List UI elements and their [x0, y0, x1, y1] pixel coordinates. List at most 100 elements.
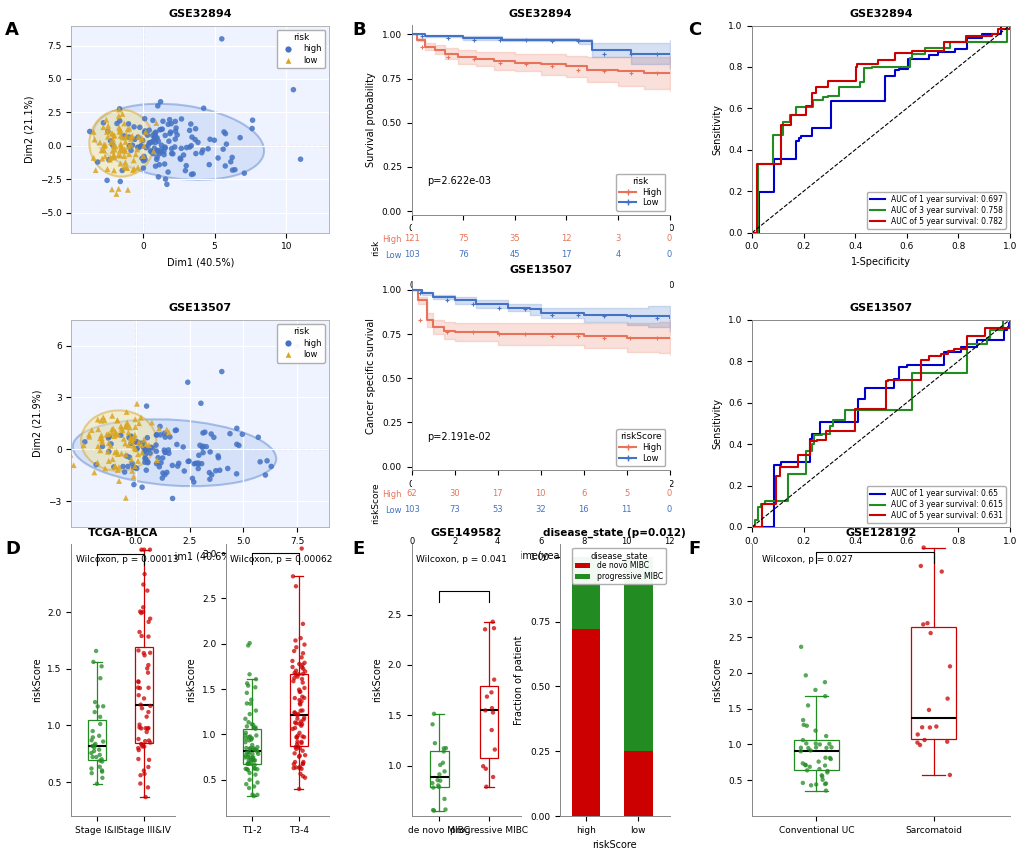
Point: [927, 720, 944, 734]
Point: [102, 153, 118, 167]
Point: [115, 129, 131, 143]
Point: [137, 124, 153, 138]
Point: [141, 722, 157, 735]
Point: [136, 162, 152, 175]
Point: [128, 434, 145, 448]
Point: [149, 150, 165, 164]
Point: [247, 758, 263, 772]
Point: [118, 449, 135, 462]
Point: [257, 468, 273, 482]
Point: [130, 741, 147, 755]
Point: [286, 716, 303, 729]
Point: [208, 464, 224, 478]
Point: [242, 667, 258, 681]
Point: [136, 578, 152, 592]
Text: 30: 30: [449, 490, 460, 498]
Point: [106, 150, 122, 164]
Point: [86, 151, 102, 165]
Point: [95, 121, 111, 134]
Point: [151, 460, 167, 473]
Title: GSE32894: GSE32894: [168, 9, 232, 20]
Point: [151, 422, 167, 435]
Point: [140, 722, 156, 735]
Text: 11: 11: [621, 505, 631, 514]
Text: Wilcoxon, p = 0.00062: Wilcoxon, p = 0.00062: [230, 555, 332, 564]
Point: [243, 733, 259, 746]
Text: 6: 6: [580, 490, 586, 498]
Point: [103, 437, 119, 451]
Point: [206, 133, 222, 147]
Text: 0: 0: [666, 250, 672, 258]
Point: [293, 694, 310, 708]
Point: [92, 136, 108, 150]
Point: [224, 150, 240, 164]
Point: [152, 123, 168, 137]
Point: [138, 141, 154, 155]
Point: [149, 144, 165, 158]
Point: [155, 115, 171, 128]
Point: [104, 409, 120, 422]
Point: [104, 127, 120, 140]
Text: 10: 10: [535, 490, 545, 498]
Point: [168, 122, 184, 135]
Point: [145, 147, 161, 161]
Point: [437, 802, 453, 816]
Point: [806, 683, 822, 697]
X-axis label: 1-Specificity: 1-Specificity: [850, 257, 910, 267]
Point: [99, 173, 115, 187]
Point: [424, 776, 440, 790]
X-axis label: Time(year): Time(year): [514, 552, 567, 561]
Point: [132, 139, 149, 153]
Y-axis label: riskScore: riskScore: [370, 483, 379, 524]
Point: [236, 167, 253, 180]
Point: [117, 135, 133, 149]
Legend: de novo MIBC, progressive MIBC: de novo MIBC, progressive MIBC: [572, 547, 665, 584]
Point: [483, 723, 499, 737]
Text: Wilcoxon, p = 0.00013: Wilcoxon, p = 0.00013: [75, 555, 178, 564]
Point: [249, 740, 265, 754]
Point: [105, 422, 121, 435]
Point: [250, 747, 266, 761]
Y-axis label: Fraction of patient: Fraction of patient: [514, 635, 524, 725]
Point: [478, 690, 494, 704]
Point: [820, 737, 837, 751]
X-axis label: 1-Specificity: 1-Specificity: [850, 552, 910, 561]
Ellipse shape: [81, 411, 156, 471]
Point: [109, 116, 125, 130]
Point: [135, 133, 151, 147]
Point: [141, 439, 157, 452]
Point: [108, 187, 124, 201]
Point: [290, 683, 307, 696]
Point: [291, 762, 308, 775]
X-axis label: Dim1 (40.5%): Dim1 (40.5%): [166, 257, 233, 267]
Point: [249, 762, 265, 776]
Point: [285, 757, 302, 771]
Point: [131, 717, 148, 731]
Point: [292, 719, 309, 733]
Point: [426, 736, 442, 750]
Point: [941, 768, 957, 782]
Point: [129, 454, 146, 468]
Point: [239, 679, 256, 693]
Point: [107, 460, 123, 473]
Point: [88, 458, 104, 472]
Point: [128, 462, 145, 475]
Point: [193, 396, 209, 410]
Y-axis label: Dim2 (21.1%): Dim2 (21.1%): [24, 95, 35, 163]
Point: [141, 681, 157, 694]
Bar: [571, 557, 600, 630]
Point: [242, 766, 258, 779]
Point: [150, 450, 166, 464]
Point: [180, 454, 197, 468]
Point: [177, 164, 194, 178]
Point: [187, 456, 204, 470]
Point: [807, 724, 823, 738]
Point: [160, 117, 176, 131]
Point: [184, 167, 201, 181]
Point: [105, 129, 121, 143]
Point: [137, 456, 153, 469]
Point: [114, 131, 130, 145]
Point: [243, 757, 259, 771]
PathPatch shape: [794, 740, 838, 770]
Point: [123, 433, 140, 446]
